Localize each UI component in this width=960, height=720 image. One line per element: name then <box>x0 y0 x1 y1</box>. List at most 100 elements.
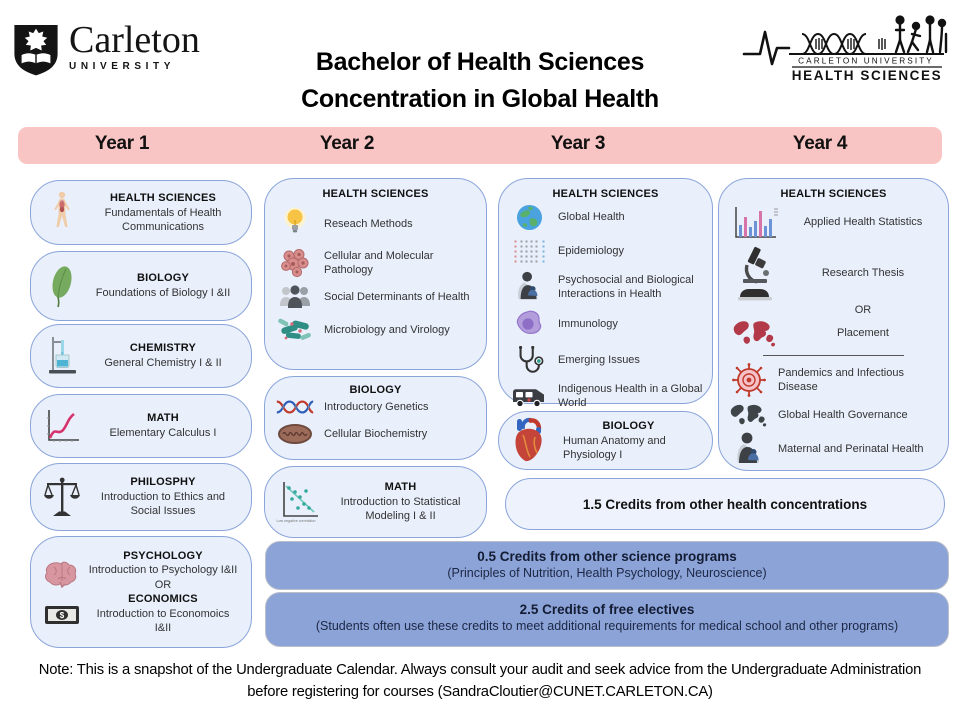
world-map-red-icon <box>729 319 781 347</box>
dna-icon <box>275 398 315 416</box>
hs-logo-health-sciences-text: HEALTH SCIENCES <box>792 68 943 83</box>
carleton-university-subtext: UNIVERSITY <box>69 61 176 72</box>
health-sciences-logo: CARLETON UNIVERSITY HEALTH SCIENCES <box>742 15 948 83</box>
course-text: BIOLOGY Human Anatomy and Physiology I <box>563 419 666 461</box>
card-title: HEALTH SCIENCES <box>552 188 659 200</box>
globe-icon <box>509 204 549 231</box>
card-y1-chemistry: CHEMISTRY General Chemistry I & II <box>30 324 252 388</box>
card-y1-health-sciences: HEALTH SCIENCES Fundamentals of Health C… <box>30 180 252 245</box>
course-text: MATH Elementary Calculus I <box>109 412 217 440</box>
immune-cell-icon <box>509 310 549 338</box>
virus-icon <box>729 363 769 398</box>
brain-icon <box>45 561 77 589</box>
title-line-1: Bachelor of Health Sciences <box>315 48 645 76</box>
money-icon: $ <box>45 606 79 624</box>
course-row: Social Determinants of Health <box>265 285 486 309</box>
course-row: Epidemiology <box>499 238 712 264</box>
course-text: HEALTH SCIENCES Fundamentals of Health C… <box>104 191 222 233</box>
card-y1-philosophy: PHILOSPHY Introduction to Ethics and Soc… <box>30 463 252 531</box>
course-row: Cellular Biochemistry <box>265 423 486 445</box>
course-row: Research Thesis <box>719 245 948 301</box>
footnote-line-1: Note: This is a snapshot of the Undergra… <box>38 662 922 678</box>
credits-free-electives-bar: 2.5 Credits of free electives (Students … <box>265 592 949 647</box>
course-row: Global Health Governance <box>719 403 948 427</box>
family-figures-icon <box>894 15 948 54</box>
footnote: Note: This is a snapshot of the Undergra… <box>0 659 960 703</box>
credits-health-concentrations-bar: 1.5 Credits from other health concentrat… <box>505 478 945 530</box>
svg-text:$: $ <box>60 611 65 620</box>
course-row: Global Health <box>499 204 712 231</box>
course-text: CHEMISTRY General Chemistry I & II <box>104 342 222 370</box>
ecg-line-icon <box>742 30 791 66</box>
title-line-2: Concentration in Global Health <box>301 85 659 113</box>
year-1-label: Year 1 <box>94 133 150 154</box>
course-text: MATH Introduction to Statistical Modelin… <box>340 481 461 523</box>
card-y2-math: Low negative correlation MATH Introducti… <box>264 466 487 538</box>
course-row: Psychosocial and Biological Interactions… <box>499 271 712 303</box>
bar-chart-icon <box>729 203 781 241</box>
cells-icon <box>275 248 315 278</box>
card-y2-health-sciences: HEALTH SCIENCES Reseach Methods <box>264 178 487 370</box>
leaf-icon <box>37 263 87 309</box>
world-map-dark-icon <box>729 403 769 427</box>
course-row: Indigenous Health in a Global World <box>499 382 712 410</box>
card-y4-health-sciences: HEALTH SCIENCES Applie <box>718 178 949 471</box>
course-row: Reseach Methods <box>265 207 486 241</box>
course-row: Emerging Issues <box>499 345 712 375</box>
course-row: Microbiology and Virology <box>265 316 486 344</box>
carleton-shield-icon <box>14 25 58 76</box>
card-y3-health-sciences: HEALTH SCIENCES Global Health Epidemiolo… <box>498 178 713 409</box>
mitochondria-icon <box>275 423 315 445</box>
course-row: Placement <box>719 319 948 347</box>
course-row: Applied Health Statistics <box>719 203 948 241</box>
year-4-label: Year 4 <box>792 133 848 154</box>
carleton-university-logo: Carleton UNIVERSITY <box>12 19 200 76</box>
card-title: BIOLOGY <box>349 384 402 396</box>
dna-helix-icon <box>801 32 886 56</box>
lightbulb-icon <box>275 207 315 241</box>
card-divider <box>762 355 905 357</box>
course-text: PHILOSPHY Introduction to Ethics and Soc… <box>100 476 226 518</box>
card-y3-biology: BIOLOGY Human Anatomy and Physiology I <box>498 411 713 470</box>
course-row: Pandemics and Infectious Disease <box>719 363 948 398</box>
course-text: BIOLOGY Foundations of Biology I &II <box>95 272 231 300</box>
scatter-plot-icon: Low negative correlation <box>271 478 327 526</box>
chemistry-flask-icon <box>37 335 87 377</box>
year-3-label: Year 3 <box>550 133 606 154</box>
microbes-icon <box>275 316 315 344</box>
microscope-icon <box>729 245 781 301</box>
footnote-line-2: before registering for courses (SandraCl… <box>247 684 713 700</box>
icon-column: $ <box>37 559 87 625</box>
card-y1-biology: BIOLOGY Foundations of Biology I &II <box>30 251 252 321</box>
credits-science-programs-bar: 0.5 Credits from other science programs … <box>265 541 949 590</box>
course-row: Maternal and Perinatal Health <box>719 432 948 466</box>
card-title: HEALTH SCIENCES <box>780 188 887 200</box>
svg-text:Low negative correlation: Low negative correlation <box>277 519 316 523</box>
carleton-wordmark: Carleton <box>69 19 200 61</box>
people-icon <box>275 285 315 309</box>
or-label: OR <box>854 304 872 316</box>
human-body-icon <box>37 191 87 235</box>
caregiver-icon <box>509 271 549 303</box>
line-graph-icon <box>37 406 87 446</box>
course-row: Cellular and Molecular Pathology <box>265 248 486 278</box>
dot-matrix-icon <box>512 238 546 264</box>
balance-scale-icon <box>37 475 87 519</box>
mother-baby-icon <box>729 432 769 466</box>
course-row: Immunology <box>499 310 712 338</box>
stethoscope-icon <box>509 345 549 375</box>
card-title: HEALTH SCIENCES <box>322 188 429 200</box>
ambulance-icon <box>509 384 549 408</box>
page-title: Bachelor of Health Sciences Concentratio… <box>210 44 750 118</box>
year-banner <box>18 127 942 164</box>
or-label: OR <box>154 578 172 591</box>
card-y2-biology: BIOLOGY Introductory Genetics Cellular B… <box>264 376 487 460</box>
or-row: OR <box>719 303 948 317</box>
anatomical-heart-icon <box>505 417 555 465</box>
course-text: PSYCHOLOGY Introduction to Psychology I&… <box>88 549 238 635</box>
hs-logo-university-text: CARLETON UNIVERSITY <box>798 57 934 66</box>
course-row: Introductory Genetics <box>265 398 486 416</box>
card-y1-math: MATH Elementary Calculus I <box>30 394 252 458</box>
year-2-label: Year 2 <box>319 133 375 154</box>
